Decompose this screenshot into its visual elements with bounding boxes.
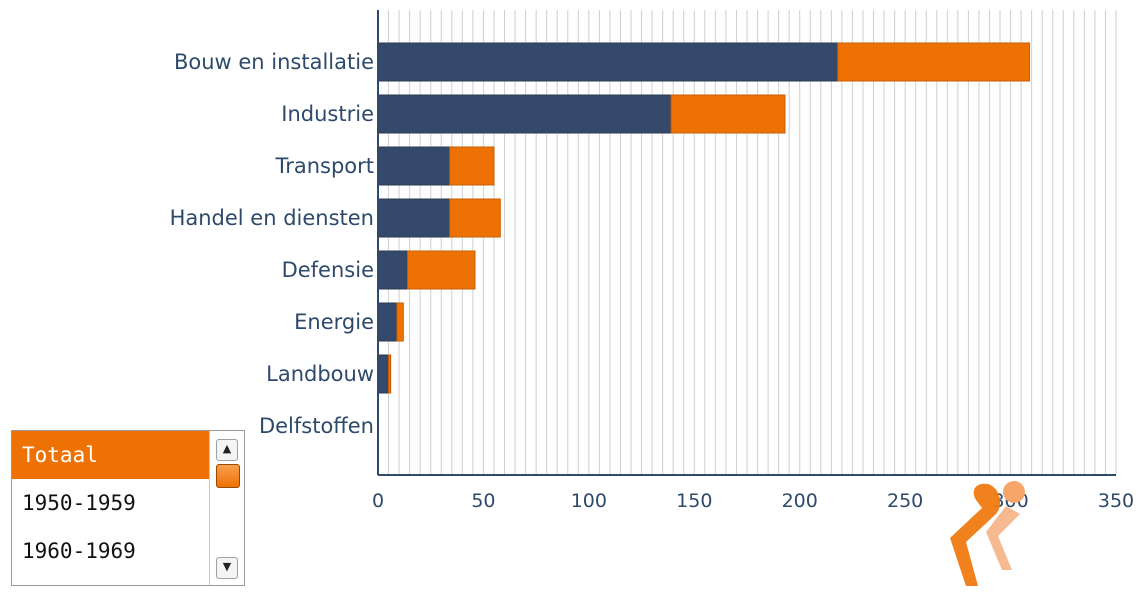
bar-segment [377, 354, 390, 394]
x-tick-label: 50 [471, 490, 495, 512]
bar-segment [377, 94, 672, 134]
list-item[interactable]: Totaal [12, 431, 210, 479]
bar-segment [407, 250, 476, 290]
bar-segment [837, 42, 1031, 82]
category-label: Delfstoffen [259, 414, 374, 438]
scroll-thumb[interactable] [216, 464, 240, 488]
bar-segment [377, 302, 398, 342]
category-label: Handel en diensten [170, 206, 374, 230]
bar-segment [670, 94, 786, 134]
bar-segment [377, 146, 451, 186]
x-tick-label: 200 [782, 490, 818, 512]
bar-segment [388, 354, 392, 394]
bar-segment [396, 302, 404, 342]
category-label: Energie [294, 310, 374, 334]
category-label: Industrie [281, 102, 374, 126]
category-label: Defensie [282, 258, 374, 282]
bar-segment [449, 146, 495, 186]
list-item[interactable]: 1950-1959 [22, 491, 136, 515]
scroll-down-icon[interactable]: ▼ [216, 557, 238, 579]
bar-segment [449, 198, 501, 238]
x-tick-label: 350 [1098, 490, 1134, 512]
list-item[interactable]: 1960-1969 [22, 539, 136, 563]
bar-segment [377, 198, 451, 238]
category-labels: Bouw en installatie Industrie Transport Han… [170, 50, 374, 438]
x-tick-label: 250 [887, 490, 923, 512]
logo-icon [950, 481, 1025, 586]
category-label: Transport [274, 154, 374, 178]
bar-segment [377, 42, 839, 82]
bar-segment [377, 250, 409, 290]
grid-lines [388, 10, 1117, 475]
period-list[interactable]: Totaal 1950-1959 1960-1969 ▲ ▼ [11, 430, 245, 586]
list-scrollbar[interactable]: ▲ ▼ [209, 431, 244, 585]
x-tick-label: 150 [676, 490, 712, 512]
bars [377, 42, 1031, 394]
period-list-items: Totaal 1950-1959 1960-1969 [12, 431, 210, 575]
x-tick-label: 0 [372, 490, 384, 512]
x-tick-label: 100 [571, 490, 607, 512]
category-label: Bouw en installatie [174, 50, 374, 74]
scroll-up-icon[interactable]: ▲ [216, 439, 238, 461]
category-label: Landbouw [266, 362, 374, 386]
